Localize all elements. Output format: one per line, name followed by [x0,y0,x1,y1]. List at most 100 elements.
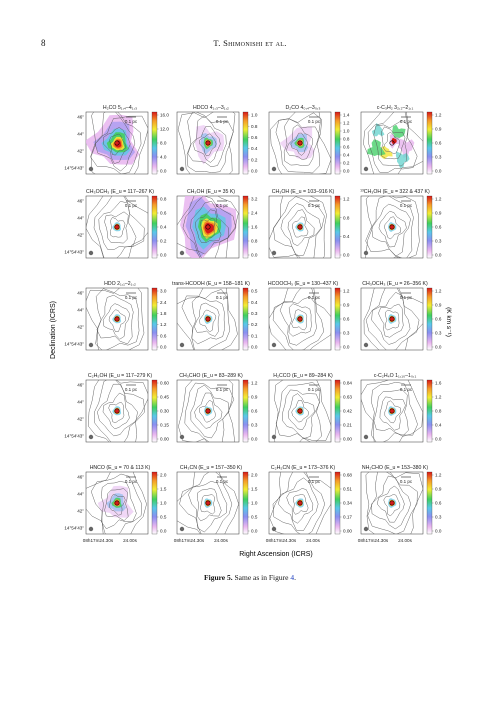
colorbar [334,471,341,535]
ra-tick-label: 08h17m24.30s [266,538,297,543]
panel-title: C₂H₅OH (E_u = 117–279 K) [88,373,152,379]
continuum-contour [371,203,411,257]
colorbar-tick-label: 0.45 [160,395,169,400]
panel-title: ¹³CH₃OH (E_u = 322 & 437 K) [360,189,430,195]
beam-ellipse [271,434,277,440]
continuum-contour [187,115,227,168]
colorbar-tick-label: 0.1 [251,333,258,338]
continuum-contour [199,400,216,423]
beam-ellipse [363,250,369,256]
colorbar-tick-label: 0.0 [343,169,350,174]
continuum-contour [292,216,309,238]
colorbar-tick-label: 0.0 [343,345,350,350]
continuum-contour [87,380,148,442]
continuum-contour [288,303,312,337]
colorbar-tick-label: 0.0 [160,529,167,534]
continuum-contour [110,217,126,238]
continuum-contour [285,124,313,160]
continuum-contour [371,475,412,530]
colorbar-tick-label: 2.0 [251,473,258,478]
colorbar-tick-label: 0.9 [435,303,442,308]
panel-title: H₂CCO (E_u = 89–284 K) [273,373,333,379]
colorbar-tick-label: 0.68 [343,473,352,478]
continuum-contour [104,488,129,521]
emission-region [395,151,410,169]
colorbar-tick-label: 0.2 [343,161,350,166]
continuum-contour [95,288,140,350]
emission-region [297,224,302,230]
beam-ellipse [88,166,94,172]
beam-ellipse [179,250,185,256]
continuum-contour [184,382,235,442]
scale-bar-label: 0.1 pc [308,203,321,208]
panel-title: HDCO 4₁,₃–3₁,₂ [193,105,229,111]
colorbar [334,379,341,443]
colorbar-tick-label: 1.2 [160,322,167,327]
continuum-contour [270,112,331,174]
scale-bar-label: 0.1 pc [308,119,321,124]
map-panel: HNCO (E_u = 70 & 113 K) 0.1 pc 2.0 1.5 1.0 0.… [64,465,167,543]
emission-region [390,408,394,414]
caption-figure-link[interactable]: 4 [290,573,295,582]
continuum-contour [293,494,309,515]
ra-tick-label: 24.00s [306,538,320,543]
continuum-contour [195,209,222,243]
panel-title: D₂CO 4₀,₄–3₀,₃ [285,105,320,111]
panel-title: CH₃OH (E_u = 103–916 K) [272,189,335,195]
colorbar-tick-label: 0.21 [343,423,352,428]
scale-bar-label: 0.1 pc [400,295,413,300]
colorbar-tick-label: 0.3 [435,331,442,336]
scale-bar-label: 0.1 pc [308,479,321,484]
colorbar-tick-label: 1.2 [343,197,350,202]
colorbar-tick-label: 3.2 [251,197,258,202]
source-marker [205,500,211,506]
colorbar-tick-label: 0.5 [251,515,258,520]
map-panel: CH₃OCH₃ (E_u = 26–356 K) 0.1 pc 1.2 0.9 0.6 0… [360,281,442,351]
beam-ellipse [88,526,94,532]
emission-region [297,140,302,146]
continuum-contour [384,400,402,424]
emission-region [390,224,394,230]
colorbar-tick-label: 0.0 [435,169,442,174]
continuum-contour [363,288,423,350]
source-marker [389,316,395,322]
map-image [363,112,423,174]
beam-ellipse [271,250,277,256]
scale-bar-label: 0.1 pc [125,295,138,300]
colorbar-tick-label: 0.6 [160,333,167,338]
source-marker [389,224,395,230]
continuum-contour [102,303,131,340]
panel-title: C₂H₅CN (E_u = 173–376 K) [271,465,335,471]
colorbar [334,195,341,259]
dec-tick-label: 14°54′43" [64,166,84,171]
dec-tick-label: 46" [77,291,84,296]
colorbar-tick-label: 0.4 [251,146,258,151]
source-marker [297,408,303,414]
beam-ellipse [179,342,185,348]
continuum-contour [287,393,315,431]
emission-region [297,500,302,506]
colorbar-tick-label: 0.0 [435,437,442,442]
colorbar-tick-label: 0.0 [435,253,442,258]
colorbar-tick-label: 0.4 [160,225,167,230]
panel-title: CH₃CN (E_u = 157–350 K) [180,465,243,471]
panel-title: CH₃OCH₃ (E_u = 26–356 K) [362,281,428,287]
beam-ellipse [88,250,94,256]
panel-title: NH₂CHO (E_u = 153–380 K) [362,465,428,471]
colorbar-tick-label: 0.0 [435,345,442,350]
continuum-contour [108,401,125,423]
continuum-contour [97,383,138,437]
continuum-contour [181,289,231,350]
continuum-contour [199,133,217,157]
colorbar-tick-label: 0.0 [251,253,258,258]
colorbar-tick-label: 0.0 [251,529,258,534]
scale-bar-label: 0.1 pc [125,119,138,124]
map-image [361,380,423,442]
colorbar-tick-label: 0.6 [435,225,442,230]
caption-text: Same as in Figure [234,573,291,582]
dec-tick-label: 46" [77,199,84,204]
scale-bar-label: 0.1 pc [216,479,229,484]
continuum-contour [376,485,405,523]
dec-tick-label: 42" [77,149,84,154]
continuum-contour [365,472,423,534]
